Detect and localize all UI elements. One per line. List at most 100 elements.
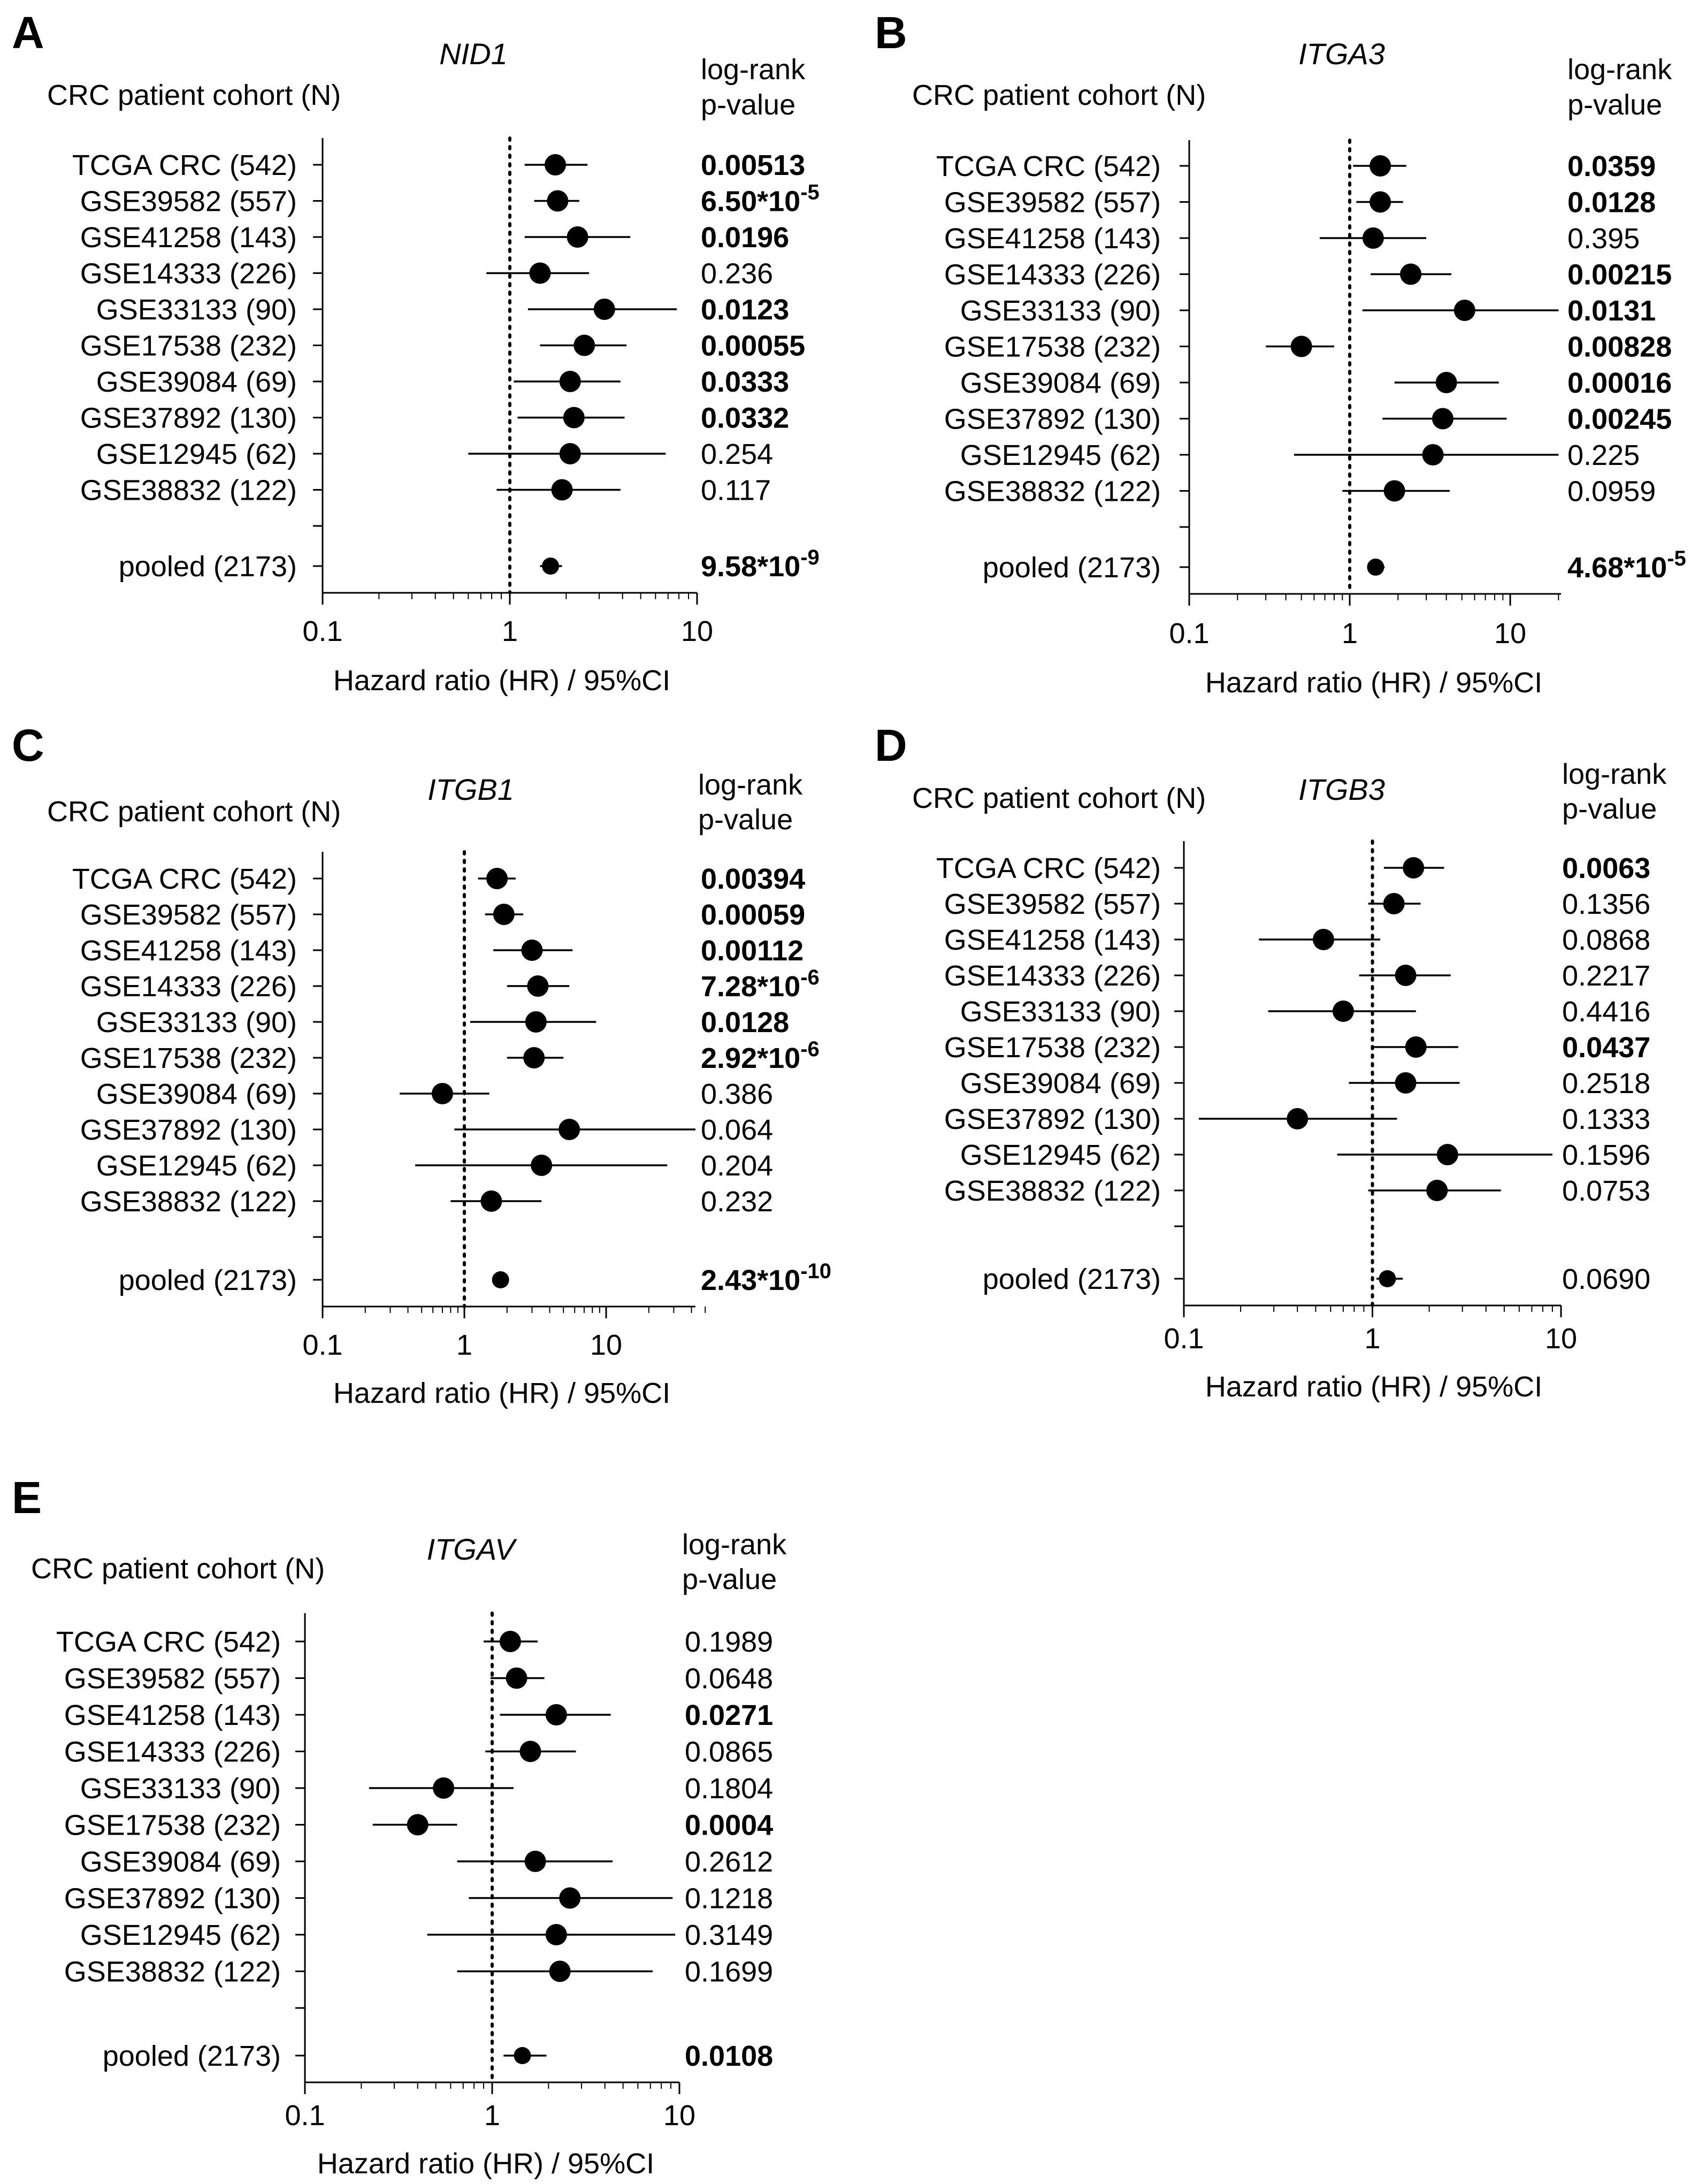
hazard-ratio-point [492, 1271, 509, 1288]
hazard-ratio-point [545, 154, 567, 175]
cohort-label: GSE37892 (130) [944, 403, 1161, 436]
cohort-label: GSE12945 (62) [80, 1919, 281, 1951]
hazard-ratio-point [531, 1155, 553, 1176]
pvalue-exponent: -5 [800, 181, 820, 204]
pvalue-label: 0.1989 [685, 1626, 773, 1658]
x-tick-label: 1 [484, 2099, 500, 2132]
hazard-ratio-point [493, 904, 515, 925]
hazard-ratio-point [1403, 857, 1425, 879]
pvalue-exponent: -9 [800, 546, 820, 569]
pvalue-label: 6.50*10-5 [701, 181, 820, 218]
cohort-label: GSE38832 (122) [944, 1175, 1161, 1207]
pooled-label: pooled (2173) [983, 552, 1161, 584]
pvalue-label: 0.0196 [701, 222, 789, 254]
x-tick-label: 0.1 [285, 2099, 325, 2132]
forest-panel-a: A NID1 CRC patient cohort (N) log-rankp-val… [12, 7, 820, 697]
pooled-pvalue: 0.0108 [685, 2040, 773, 2072]
pvalue-label: 0.0333 [701, 366, 789, 398]
hazard-ratio-point [1362, 227, 1384, 249]
pvalue-label: 0.0271 [685, 1699, 773, 1731]
pvalue-label: 0.232 [701, 1186, 773, 1218]
forest-panel-b: B ITGA3 CRC patient cohort (N) log-rankp-va… [875, 7, 1686, 699]
pvalue-header-line1: log-rank [1567, 54, 1672, 86]
cohort-label: GSE38832 (122) [80, 475, 297, 507]
hazard-ratio-point [1383, 893, 1405, 914]
cohort-label: GSE39084 (69) [960, 1067, 1161, 1099]
pvalue-label: 0.0359 [1567, 150, 1656, 182]
pvalue-label: 0.0063 [1562, 852, 1650, 884]
cohort-label: GSE41258 (143) [944, 924, 1161, 956]
pvalue-label: 0.00828 [1567, 331, 1672, 363]
pvalue-label: 0.0437 [1562, 1032, 1650, 1064]
pvalue-label: 0.204 [701, 1150, 773, 1182]
hazard-ratio-point [1395, 1072, 1417, 1094]
pvalue-label: 0.0128 [701, 1006, 789, 1038]
pooled-label: pooled (2173) [119, 551, 297, 583]
x-tick-label: 10 [681, 615, 713, 647]
forest-panel-d: D ITGB3 CRC patient cohort (N) log-rankp-va… [875, 720, 1667, 1403]
pvalue-label: 0.3149 [685, 1919, 773, 1951]
pvalue-label: 0.1356 [1562, 888, 1650, 920]
pvalue-exponent: -6 [800, 1037, 820, 1061]
pvalue-label: 0.00394 [701, 863, 805, 895]
cohort-label: GSE14333 (226) [64, 1736, 281, 1768]
pvalue-exponent: -5 [1667, 547, 1686, 570]
hazard-ratio-point [506, 1667, 527, 1689]
x-tick-label: 10 [590, 1329, 622, 1361]
pvalue-label: 0.00059 [701, 899, 805, 931]
cohort-label: TCGA CRC (542) [56, 1626, 281, 1658]
cohort-label: GSE39582 (557) [80, 899, 297, 931]
pvalue-header-line2: p-value [682, 1563, 777, 1595]
hazard-ratio-point [1290, 335, 1312, 357]
cohort-label: GSE37892 (130) [80, 402, 297, 434]
pvalue-label: 0.0131 [1567, 295, 1656, 327]
cohort-label: GSE12945 (62) [960, 439, 1161, 471]
cohort-label: GSE14333 (226) [80, 258, 297, 290]
pooled-label: pooled (2173) [103, 2040, 281, 2072]
pvalue-label: 0.0753 [1562, 1175, 1650, 1207]
pvalue-label: 0.4416 [1562, 996, 1650, 1028]
hazard-ratio-point [527, 975, 549, 997]
x-tick-label: 1 [1342, 617, 1358, 650]
cohort-label: GSE39084 (69) [96, 366, 297, 398]
cohort-label: GSE38832 (122) [944, 476, 1161, 508]
cohort-label: GSE14333 (226) [944, 960, 1161, 992]
hazard-ratio-point [573, 334, 595, 356]
hazard-ratio-point [542, 558, 560, 575]
hazard-ratio-point [431, 1083, 453, 1104]
pvalue-exponent: -6 [800, 966, 820, 989]
gene-title: ITGB1 [427, 773, 514, 806]
cohort-label: GSE33133 (90) [96, 294, 297, 326]
cohort-label: GSE41258 (143) [944, 223, 1161, 255]
pvalue-label: 0.1218 [685, 1883, 773, 1915]
pvalue-header-line2: p-value [701, 89, 795, 121]
hazard-ratio-point [1432, 408, 1453, 430]
hazard-ratio-point [1370, 155, 1391, 177]
cohort-label: GSE12945 (62) [960, 1139, 1161, 1171]
pvalue-label: 0.2217 [1562, 960, 1650, 992]
pvalue-label: 0.0123 [701, 294, 789, 326]
hazard-ratio-point [1367, 559, 1384, 576]
pvalue-header-line2: p-value [698, 804, 793, 836]
pvalue-label: 0.2612 [685, 1846, 773, 1878]
pvalue-label: 0.0959 [1567, 476, 1656, 508]
hazard-ratio-point [1400, 263, 1422, 285]
hazard-ratio-point [559, 443, 581, 464]
pvalue-label: 0.064 [701, 1114, 773, 1146]
pvalue-label: 0.117 [701, 475, 771, 507]
cohort-label: TCGA CRC (542) [72, 149, 297, 181]
panel-letter: C [12, 720, 44, 770]
cohort-label: GSE33133 (90) [96, 1006, 297, 1038]
x-axis-label: Hazard ratio (HR) / 95%CI [317, 2148, 654, 2180]
hazard-ratio-point [433, 1777, 455, 1799]
x-axis-label: Hazard ratio (HR) / 95%CI [333, 665, 670, 697]
hazard-ratio-point [1435, 372, 1457, 393]
pvalue-label: 0.00112 [701, 935, 804, 967]
cohort-label: GSE33133 (90) [80, 1773, 281, 1805]
hazard-ratio-point [1426, 1180, 1448, 1201]
panel-letter: D [875, 720, 907, 770]
hazard-ratio-point [523, 1047, 545, 1068]
cohort-label: GSE12945 (62) [96, 438, 297, 470]
cohort-label: TCGA CRC (542) [72, 863, 297, 895]
pvalue-label: 0.0868 [1562, 924, 1650, 956]
